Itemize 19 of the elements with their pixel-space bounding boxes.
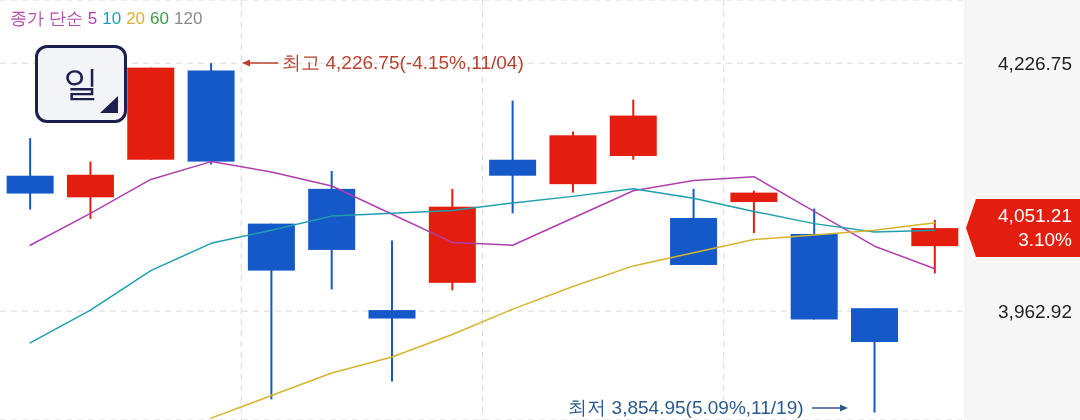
annotation: 일 — [63, 61, 99, 106]
annotation: 최고 4,226.75(-4.15%,11/04) — [282, 51, 524, 76]
annotation: 최저 3,854.95(5.09%,11/19) — [568, 396, 804, 420]
text: 5 — [87, 9, 98, 28]
line-series — [29, 188, 936, 344]
legend-title: 종가 단순 — [10, 9, 83, 28]
text: 4,051.21 3.10% — [998, 204, 1072, 253]
candlestick — [489, 99, 537, 215]
legend-label: 120 — [173, 9, 203, 28]
text: 20 — [126, 9, 146, 28]
line-series — [29, 160, 936, 270]
legend-label: 60 — [150, 9, 169, 28]
candlestick — [730, 189, 778, 235]
candlestick — [368, 239, 416, 383]
text: 10 — [102, 9, 122, 28]
y-tick-label: 3,962.92 — [998, 300, 1072, 322]
select-button: 일 — [35, 45, 127, 123]
line-series — [210, 221, 936, 419]
y-tick-label: 4,226.75 — [998, 52, 1072, 74]
